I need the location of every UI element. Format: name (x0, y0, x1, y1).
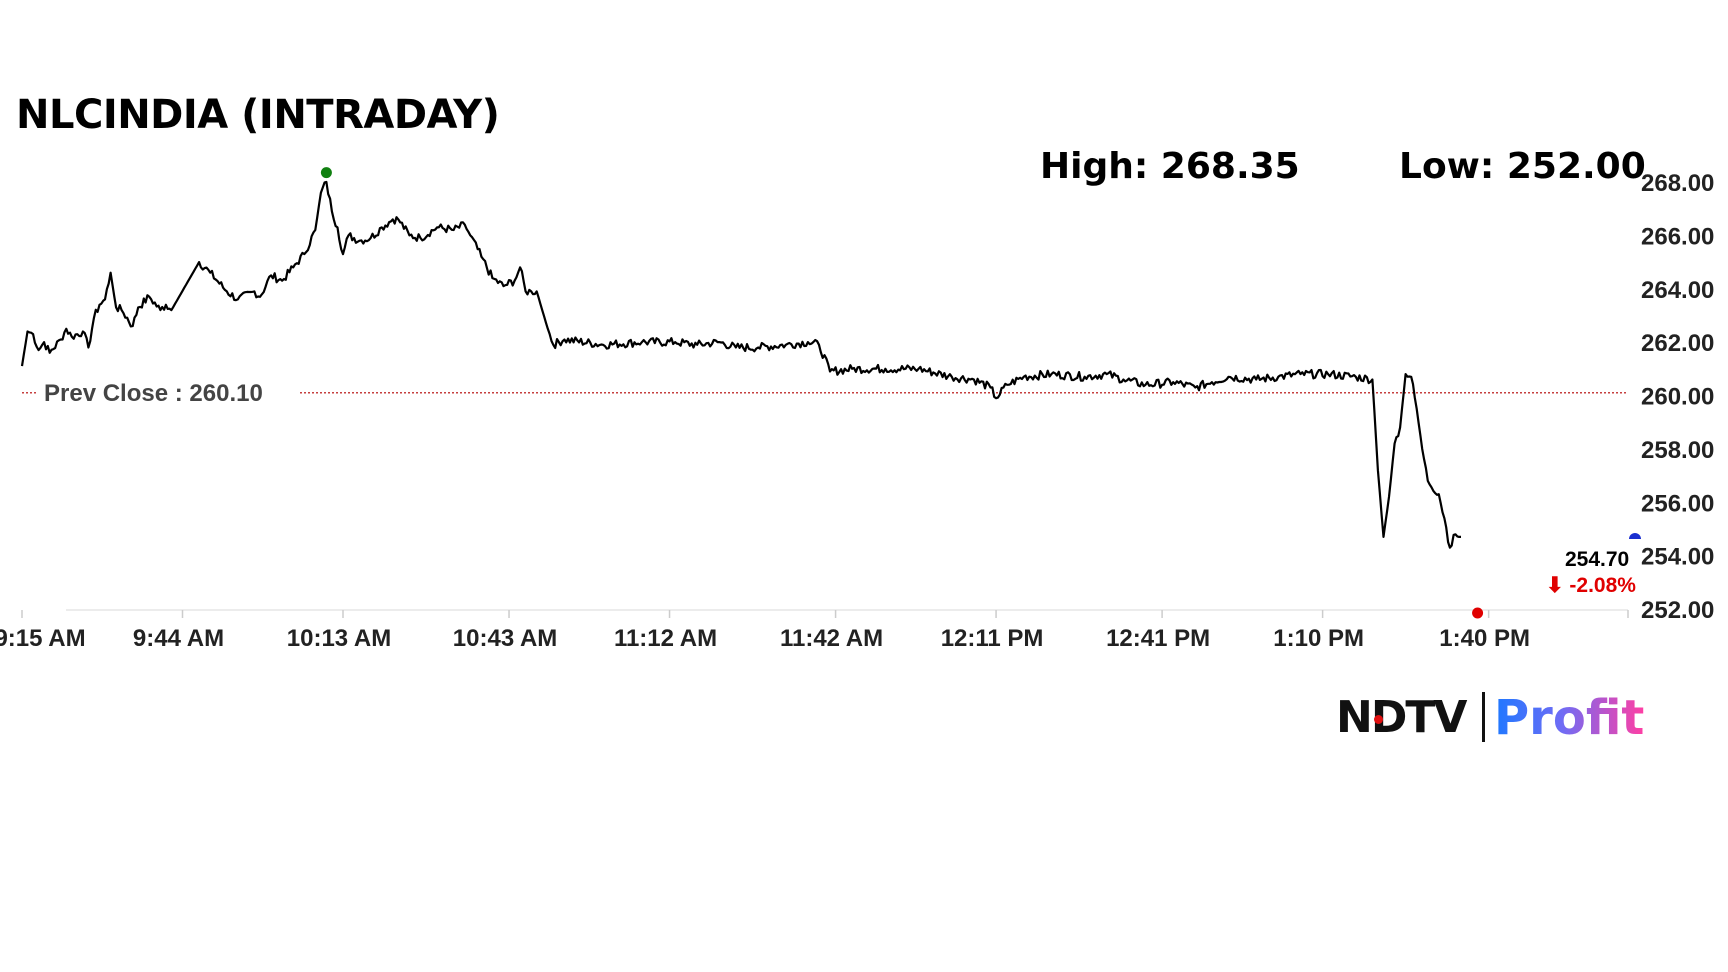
x-tick-label: 12:41 PM (1106, 625, 1210, 652)
y-tick-label: 266.00 (1641, 223, 1714, 250)
last-change-label: ⬇ -2.08% (1546, 574, 1636, 597)
y-tick-label: 262.00 (1641, 330, 1714, 357)
y-tick-label: 260.00 (1641, 384, 1714, 411)
price-series (20, 180, 1461, 549)
y-tick-label: 258.00 (1641, 437, 1714, 464)
prev-close-label: Prev Close : 260.10 (44, 380, 263, 407)
logo-ndtv-text: NDTV (1336, 692, 1467, 743)
last-price-label: 254.70 (1565, 548, 1629, 571)
x-tick-label: 10:43 AM (453, 625, 557, 652)
logo-red-dot (1374, 715, 1383, 724)
x-axis: 9:15 AM 9:44 AM 10:13 AM 10:43 AM 11:12 AM 11… (0, 609, 1629, 652)
logo-divider (1482, 692, 1485, 742)
last-price-marker (1629, 532, 1641, 539)
day-high-label: High: 268.35 (1040, 146, 1300, 187)
x-tick-label: 11:42 AM (780, 625, 883, 652)
y-tick-label: 252.00 (1641, 597, 1714, 624)
markers: 254.70 ⬇ -2.08% (320, 167, 1641, 619)
y-axis: 268.00 266.00 264.00 262.00 260.00 258.00 256.… (1641, 170, 1714, 624)
y-tick-label: 256.00 (1641, 490, 1714, 517)
x-tick-label: 9:15 AM (0, 625, 86, 652)
x-tick-label: 1:40 PM (1439, 625, 1530, 652)
low-marker (1472, 607, 1484, 619)
x-tick-label: 9:44 AM (133, 625, 224, 652)
x-tick-label: 10:13 AM (287, 625, 391, 652)
x-tick-label: 12:11 PM (941, 625, 1044, 652)
logo-profit-text: Profit (1494, 690, 1645, 746)
chart-title: NLCINDIA (INTRADAY) (16, 92, 500, 138)
y-tick-label: 268.00 (1641, 170, 1714, 197)
day-low-label: Low: 252.00 (1399, 146, 1646, 187)
y-tick-label: 264.00 (1641, 277, 1714, 304)
x-tick-label: 11:12 AM (614, 625, 717, 652)
x-tick-label: 1:10 PM (1273, 625, 1364, 652)
y-tick-label: 254.00 (1641, 544, 1714, 571)
high-marker (320, 167, 332, 179)
prev-close-group: Prev Close : 260.10 (22, 380, 1628, 407)
price-line (20, 180, 1461, 549)
